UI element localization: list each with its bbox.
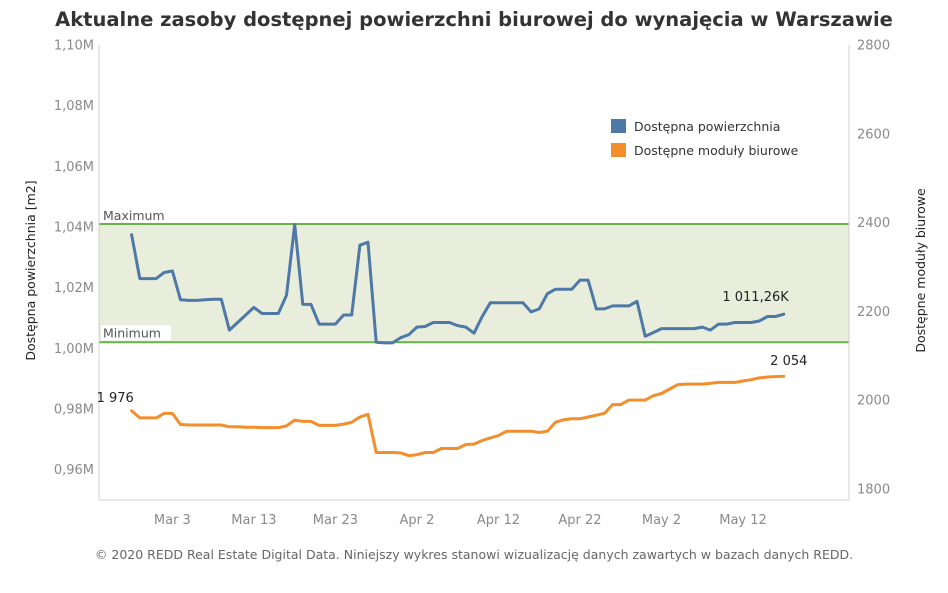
area-end-label: 1 011,26K	[722, 290, 789, 305]
available-area-line	[130, 223, 786, 345]
modules-start-label: 1 976	[97, 391, 134, 406]
legend-swatch	[611, 119, 626, 133]
right-axis-tick-label: 1800	[857, 482, 890, 497]
right-axis-tick-label: 2600	[857, 127, 890, 142]
minimum-label-bg	[101, 325, 171, 341]
legend-label: Dostępne moduły biurowe	[634, 143, 799, 158]
maximum-label-bg	[101, 207, 171, 223]
right-axis-tick-label: 2200	[857, 305, 890, 320]
legend-swatch	[611, 143, 626, 157]
right-axis-tick-label: 2000	[857, 394, 890, 409]
left-axis-tick-label: 1,04M	[54, 221, 94, 236]
x-axis-tick-label: Apr 2	[399, 513, 434, 528]
left-axis-title: Dostępna powierzchnia [m2]	[23, 180, 38, 360]
x-axis-tick-label: May 2	[642, 513, 681, 528]
available-modules-line	[130, 374, 786, 458]
chart-title: Aktualne zasoby dostępnej powierzchni bi…	[55, 8, 893, 31]
left-axis-tick-label: 1,08M	[54, 99, 94, 114]
x-axis-tick-label: Mar 23	[313, 513, 358, 528]
left-axis-tick-label: 1,10M	[54, 39, 94, 54]
left-axis-tick-label: 0,96M	[54, 463, 94, 478]
x-axis-tick-label: Mar 13	[231, 513, 276, 528]
minimum-label: Minimum	[103, 325, 161, 340]
x-axis-tick-label: Apr 12	[477, 513, 520, 528]
copyright-footer: © 2020 REDD Real Estate Digital Data. Ni…	[94, 547, 854, 562]
maximum-label: Maximum	[103, 208, 165, 223]
right-axis-tick-label: 2400	[857, 216, 890, 231]
modules-end-label: 2 054	[770, 354, 807, 369]
right-axis-tick-label: 2800	[857, 39, 890, 54]
right-axis-title: Dostępne moduły biurowe	[913, 188, 928, 353]
left-axis-tick-label: 1,06M	[54, 160, 94, 175]
x-axis-tick-label: Mar 3	[154, 513, 191, 528]
left-axis-tick-label: 0,98M	[54, 403, 94, 418]
legend-label: Dostępna powierzchnia	[634, 119, 780, 134]
left-axis-tick-label: 1,02M	[54, 281, 94, 296]
left-axis-tick-label: 1,00M	[54, 342, 94, 357]
x-axis-tick-label: May 12	[719, 513, 767, 528]
x-axis-tick-label: Apr 22	[558, 513, 601, 528]
min-max-band	[99, 223, 849, 343]
